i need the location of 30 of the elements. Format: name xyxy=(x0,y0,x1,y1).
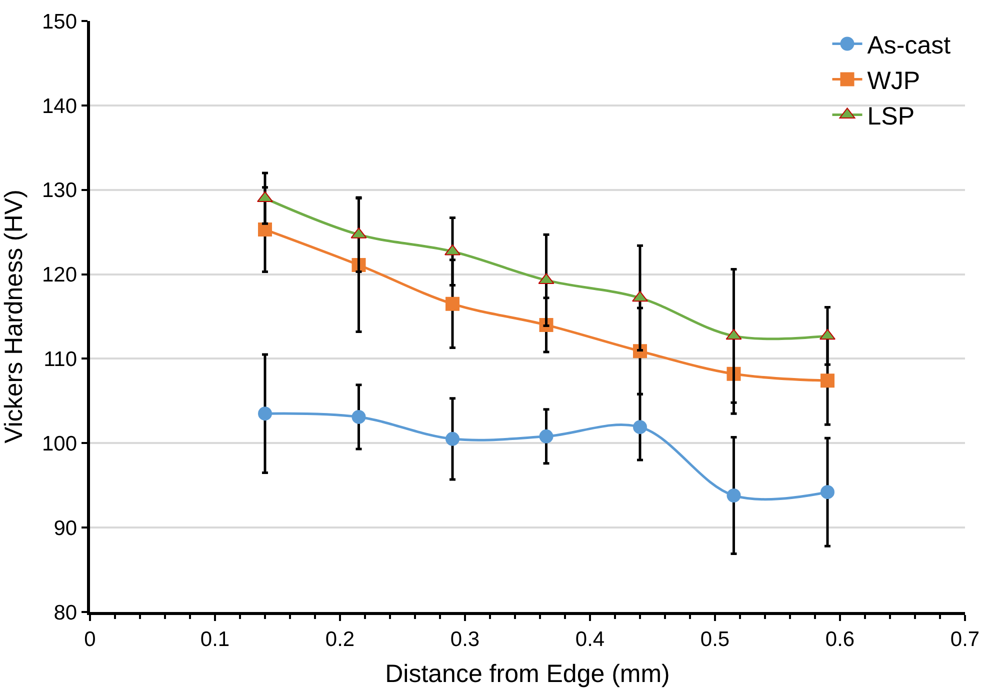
point xyxy=(446,432,460,446)
y-tick-label: 80 xyxy=(54,601,78,624)
y-tick-label: 130 xyxy=(42,179,78,202)
y-tick-label: 150 xyxy=(42,10,78,34)
legend-label: WJP xyxy=(867,67,920,95)
point xyxy=(820,374,834,388)
point xyxy=(633,420,647,434)
point xyxy=(820,485,834,500)
legend-label: LSP xyxy=(867,102,915,130)
x-tick-label: 0.1 xyxy=(200,628,230,651)
point xyxy=(258,406,272,421)
y-tick-label: 110 xyxy=(44,348,78,372)
x-tick-label: 0.3 xyxy=(450,628,480,651)
x-tick-label: 0 xyxy=(84,628,96,651)
x-tick-label: 0.7 xyxy=(950,628,980,651)
x-tick-label: 0.5 xyxy=(700,628,730,651)
x-tick-label: 0.4 xyxy=(575,628,605,651)
x-axis-title: Distance from Edge (mm) xyxy=(385,660,670,688)
x-tick-label: 0.2 xyxy=(325,628,355,651)
point xyxy=(726,488,741,502)
y-tick-label: 100 xyxy=(42,432,78,456)
point xyxy=(539,429,554,444)
y-tick-label: 120 xyxy=(42,264,78,287)
y-tick-label: 140 xyxy=(42,94,78,118)
legend-label: As-cast xyxy=(867,32,951,60)
y-tick-label: 90 xyxy=(54,516,78,540)
x-tick-label: 0.6 xyxy=(825,628,855,651)
point xyxy=(352,410,366,424)
y-axis-title: Vickers Hardness (HV) xyxy=(0,190,28,444)
point xyxy=(446,296,460,311)
